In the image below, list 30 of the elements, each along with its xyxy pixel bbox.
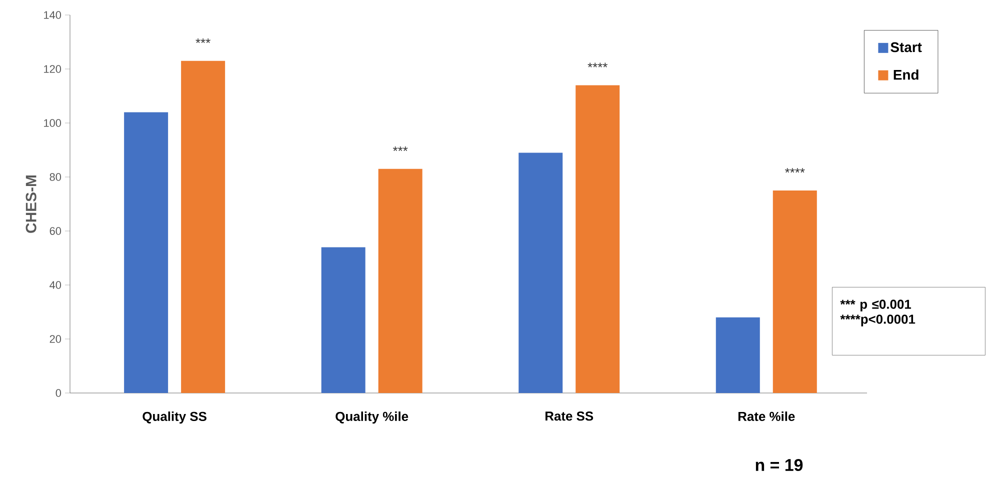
y-tick-label: 20 <box>50 335 62 343</box>
annotation: *** p ≤0.001 <box>840 300 912 312</box>
y-tick-label: 140 <box>44 11 62 19</box>
y-tick-label: 100 <box>44 119 62 127</box>
text: n = 19 <box>756 459 803 471</box>
bar <box>124 112 168 393</box>
y-tick-label: 0 <box>56 389 62 397</box>
y-tick-label: 40 <box>50 281 62 289</box>
annotation: **** <box>785 168 805 173</box>
bar <box>321 247 366 393</box>
annotation: *** <box>392 146 408 152</box>
bar <box>772 190 817 393</box>
bar <box>576 85 620 393</box>
y-tick-label: 60 <box>50 227 62 235</box>
annotation: ****p<0.0001 <box>840 314 916 326</box>
bar <box>181 60 226 393</box>
y-axis-title: CHES-M <box>26 176 36 233</box>
y-tick-label: 120 <box>44 65 62 73</box>
bar <box>716 317 760 393</box>
x-tick-label: Rate %ile <box>738 412 795 422</box>
x-tick-label: Rate SS <box>546 412 594 421</box>
y-tick-label: 80 <box>50 173 62 181</box>
x-tick-label: Quality %ile <box>336 412 408 424</box>
bar <box>518 152 563 393</box>
annotation: **** <box>588 62 608 68</box>
bar <box>378 168 422 393</box>
legend-label: Start <box>890 42 922 52</box>
legend-label: End <box>894 70 918 80</box>
x-tick-label: Quality SS <box>142 412 206 424</box>
annotation: *** <box>196 38 210 44</box>
